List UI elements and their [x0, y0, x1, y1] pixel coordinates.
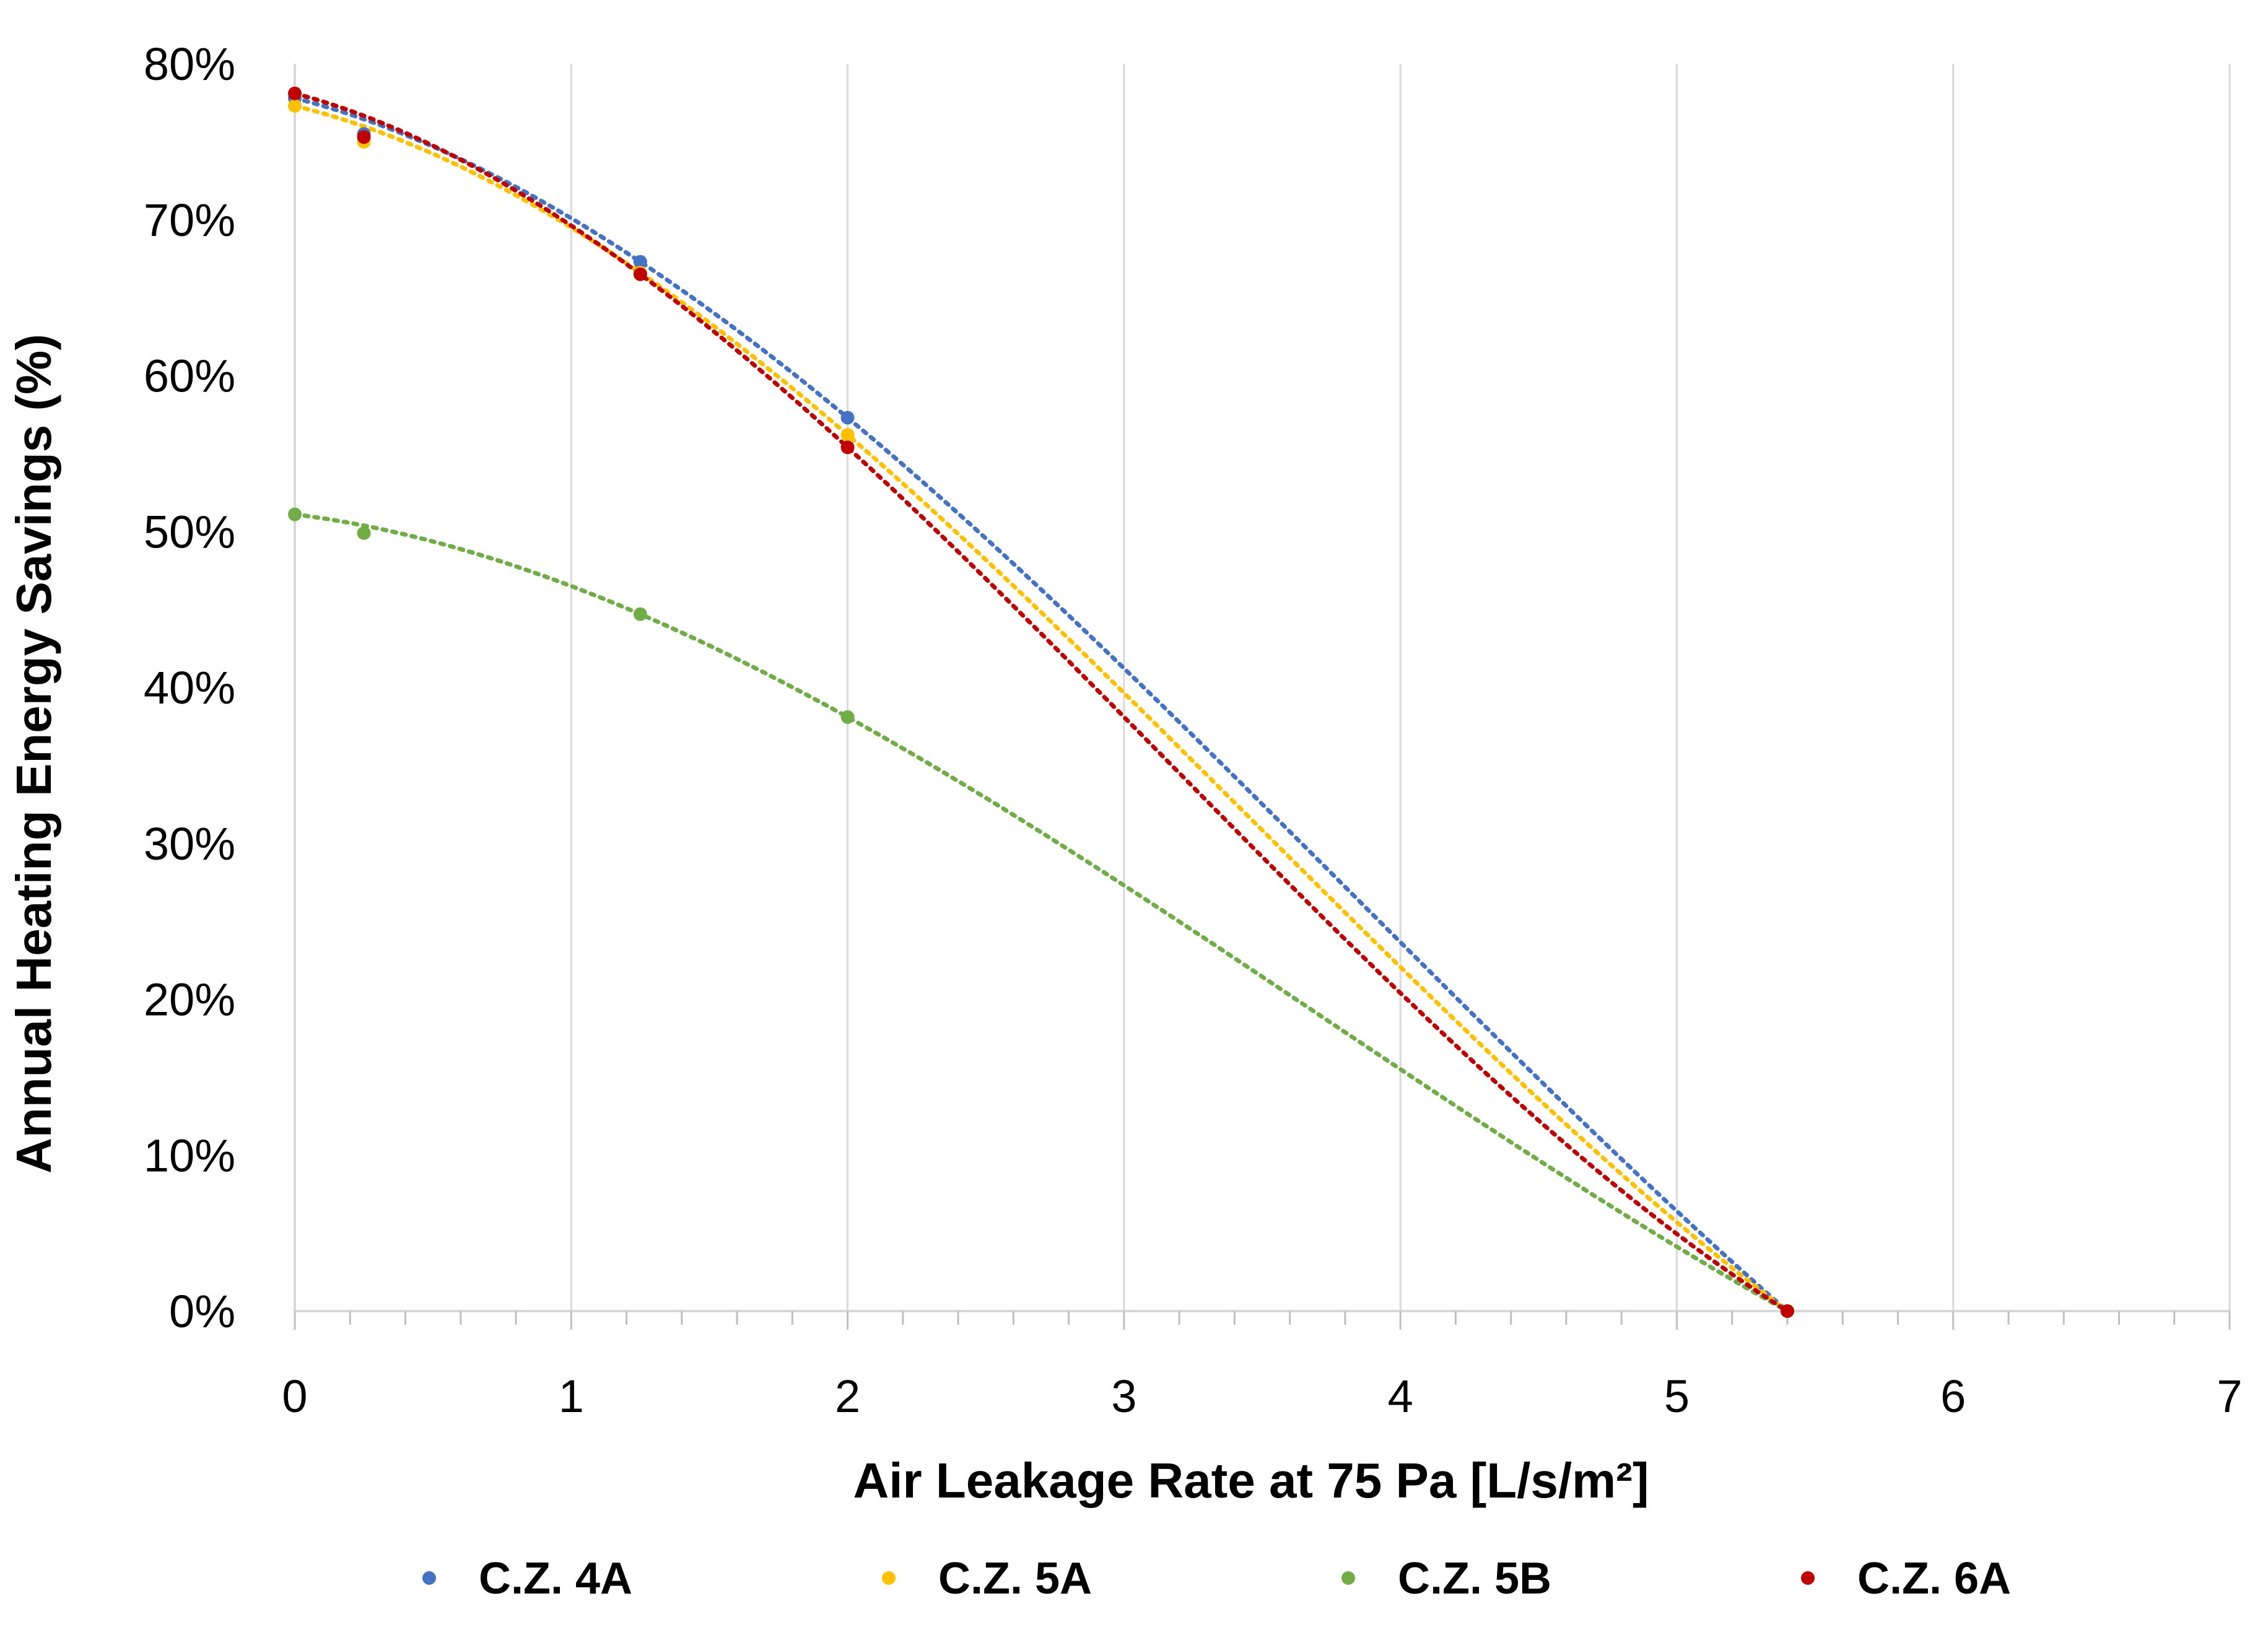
legend-item-c-z-5a: C.Z. 5A [882, 1554, 1092, 1603]
legend-marker [1341, 1571, 1355, 1585]
x-tick-label: 1 [559, 1371, 584, 1422]
y-tick-label: 0% [169, 1286, 235, 1337]
y-tick-label: 50% [144, 506, 235, 557]
trendline-c-z-4a [292, 95, 1790, 1314]
point-c-z-5b [633, 607, 647, 621]
y-tick-label: 40% [144, 662, 235, 713]
y-tick-label: 70% [144, 194, 235, 246]
axes [294, 64, 2231, 1330]
x-tick-label: 3 [1111, 1371, 1136, 1422]
y-tick-label: 80% [144, 38, 235, 90]
point-c-z-5a [288, 98, 302, 113]
point-c-z-5b [357, 526, 371, 540]
point-c-z-6a [840, 440, 855, 455]
legend-item-c-z-5b: C.Z. 5B [1341, 1554, 1551, 1603]
legend-item-c-z-6a: C.Z. 6A [1801, 1554, 2011, 1603]
x-tick-label: 7 [2217, 1371, 2242, 1422]
point-c-z-4a [840, 411, 855, 425]
point-c-z-5b [840, 710, 855, 724]
y-tick-label: 10% [144, 1130, 235, 1181]
trendlines [292, 91, 1790, 1314]
legend: C.Z. 4A C.Z. 5A C.Z. 5B C.Z. 6A [422, 1554, 2011, 1603]
point-c-z-6a [288, 86, 302, 100]
trendline-c-z-5a [292, 103, 1790, 1314]
legend-marker [422, 1571, 436, 1585]
x-tick-label: 6 [1940, 1371, 1966, 1422]
data-points [288, 86, 1794, 1318]
point-c-z-6a [1780, 1304, 1794, 1318]
point-c-z-6a [357, 130, 371, 144]
legend-marker [1801, 1571, 1815, 1585]
legend-item-c-z-4a: C.Z. 4A [422, 1554, 632, 1603]
legend-label: C.Z. 5A [938, 1554, 1092, 1603]
grid-lines [570, 64, 2231, 1311]
legend-label: C.Z. 6A [1857, 1554, 2011, 1603]
legend-label: C.Z. 5B [1398, 1554, 1551, 1603]
y-axis-title: Annual Heating Energy Savings (%) [6, 334, 61, 1174]
point-c-z-6a [633, 267, 647, 281]
x-tick-label: 5 [1664, 1371, 1690, 1422]
legend-label: C.Z. 4A [479, 1554, 632, 1603]
y-tick-label: 20% [144, 974, 235, 1026]
point-c-z-5b [288, 507, 302, 521]
y-tick-label: 30% [144, 818, 235, 870]
legend-marker [882, 1571, 896, 1585]
x-tick-label: 4 [1388, 1371, 1413, 1422]
x-tick-label: 2 [835, 1371, 860, 1422]
y-tick-label: 60% [144, 351, 235, 402]
y-tick-labels: 0% 10% 20% 30% 40% 50% 60% 70% 80% [144, 38, 235, 1337]
point-c-z-5a [840, 428, 855, 442]
x-tick-labels: 0 1 2 3 4 5 6 7 [282, 1371, 2242, 1422]
x-axis-title: Air Leakage Rate at 75 Pa [L/s/m²] [853, 1453, 1649, 1508]
point-c-z-4a [633, 255, 647, 269]
x-tick-label: 0 [282, 1371, 307, 1422]
trendline-c-z-5b [292, 512, 1790, 1314]
trendline-c-z-6a [292, 91, 1790, 1314]
